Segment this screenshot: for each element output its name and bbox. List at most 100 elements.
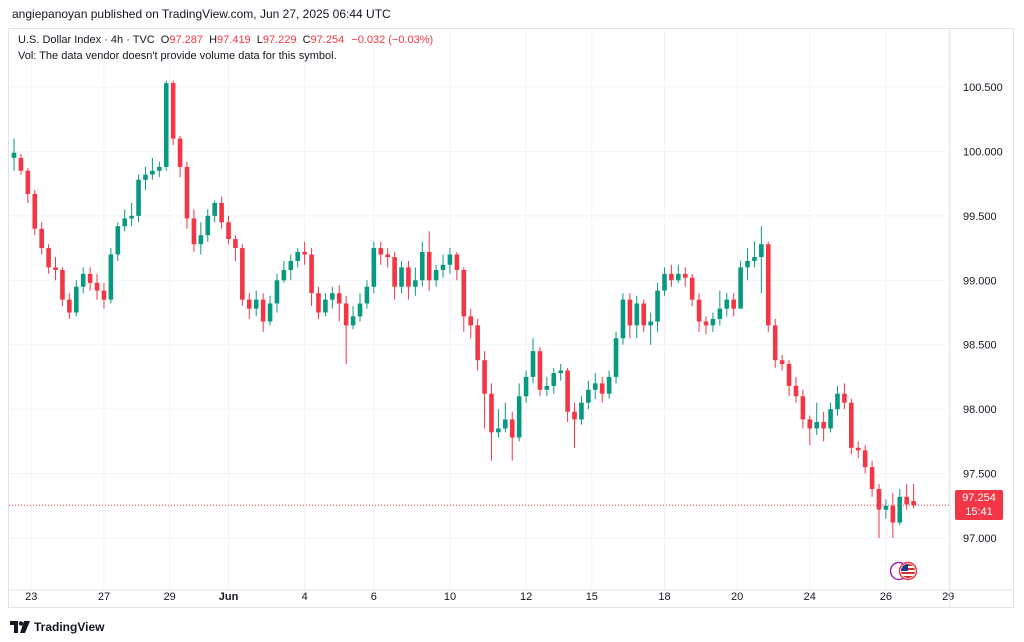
candle-body: [592, 383, 598, 390]
candle-body: [170, 83, 176, 139]
candle-body: [752, 257, 757, 261]
candle-body: [191, 218, 197, 245]
candle-body: [710, 318, 716, 326]
candle-body: [696, 299, 702, 322]
candle-body: [18, 157, 24, 171]
high-value: 97.419: [217, 34, 251, 46]
x-tick-label: 4: [302, 591, 308, 603]
open-value: 97.287: [169, 34, 204, 46]
high-key: H: [209, 34, 218, 46]
candle-body: [731, 299, 736, 309]
x-tick-label: 20: [731, 591, 743, 603]
candle-body: [828, 409, 833, 429]
candle-body: [122, 218, 128, 227]
low-key: L: [256, 34, 263, 46]
candle-body: [419, 251, 425, 281]
candle-body: [579, 402, 584, 420]
candle-body: [558, 370, 563, 374]
candle-body: [793, 385, 799, 397]
candle-body: [738, 267, 743, 309]
y-tick-label: 98.000: [963, 404, 997, 416]
candle-body: [177, 138, 183, 167]
candle-body: [537, 351, 543, 390]
brand-name: TradingView: [34, 619, 105, 634]
x-tick-label: 15: [586, 591, 598, 603]
candle-body: [226, 222, 231, 240]
chart-frame: [8, 28, 1014, 608]
candle-body: [205, 215, 211, 236]
candle-body: [219, 202, 224, 223]
candle-body: [94, 282, 100, 291]
candle-body: [108, 254, 114, 300]
candle-body: [371, 248, 377, 287]
candle-body: [39, 228, 44, 249]
candle-body: [911, 501, 916, 506]
chart-legend: U.S. Dollar Index · 4h · TVC O97.287 H97…: [18, 34, 433, 46]
candle-body: [842, 393, 847, 403]
candle-body: [606, 376, 612, 394]
candle-body: [821, 422, 826, 429]
bar-countdown: 15:41: [965, 506, 993, 519]
y-tick-label: 99.500: [963, 211, 997, 223]
candle-body: [669, 273, 674, 281]
candle-body: [336, 293, 342, 304]
open-key: O: [160, 34, 170, 46]
y-tick-label: 98.500: [963, 340, 997, 352]
x-tick-label: 24: [804, 591, 816, 603]
candle-body: [620, 299, 626, 339]
candle-body: [904, 496, 909, 505]
candle-body: [357, 303, 363, 317]
candle-body: [406, 267, 411, 287]
candle-body: [184, 166, 190, 219]
candle-body: [150, 170, 155, 175]
candle-body: [655, 290, 660, 322]
candle-body: [835, 393, 840, 410]
candle-body: [676, 273, 681, 281]
candle-body: [440, 264, 446, 270]
candle-body: [516, 396, 522, 438]
candle-body: [60, 269, 65, 300]
y-tick-label: 100.000: [963, 146, 1003, 158]
candle-body: [759, 244, 764, 258]
close-key: C: [302, 34, 311, 46]
candle-body: [489, 393, 494, 433]
candle-body: [468, 316, 474, 326]
candle-body: [634, 303, 640, 326]
tradingview-logo-icon: [10, 620, 30, 633]
candle-body: [426, 251, 432, 281]
candle-body: [115, 226, 121, 255]
candle-body: [565, 370, 570, 412]
candle-body: [25, 170, 31, 194]
candle-body: [530, 351, 536, 377]
candle-body: [157, 166, 162, 171]
candle-body: [302, 251, 307, 255]
x-tick-label: 23: [25, 591, 37, 603]
candle-body: [198, 235, 204, 245]
candle-body: [717, 308, 723, 319]
candle-body: [378, 248, 384, 255]
candle-body: [509, 419, 515, 438]
candle-body: [503, 419, 508, 429]
close-value: 97.254: [310, 34, 345, 46]
candle-body: [876, 489, 882, 510]
x-tick-label: 10: [444, 591, 456, 603]
candle-body: [163, 83, 169, 167]
candle-body: [323, 299, 328, 313]
candle-body: [309, 254, 314, 294]
candle-body: [849, 402, 854, 448]
candle-body: [267, 303, 273, 322]
candle-body: [586, 389, 591, 403]
candle-body: [724, 299, 730, 309]
candle-body: [599, 383, 605, 394]
candle-body: [288, 260, 294, 270]
candle-body: [73, 286, 79, 313]
publisher-line: angiepanoyan published on TradingView.co…: [12, 7, 391, 21]
candle-body: [129, 215, 134, 219]
symbol-label[interactable]: U.S. Dollar Index · 4h · TVC: [18, 34, 155, 46]
us-flag-events-icon[interactable]: [889, 561, 919, 581]
candle-body: [855, 447, 861, 451]
candle-body: [343, 303, 349, 326]
change-value: −0.032 (−0.03%): [351, 34, 434, 46]
candle-body: [461, 269, 467, 317]
